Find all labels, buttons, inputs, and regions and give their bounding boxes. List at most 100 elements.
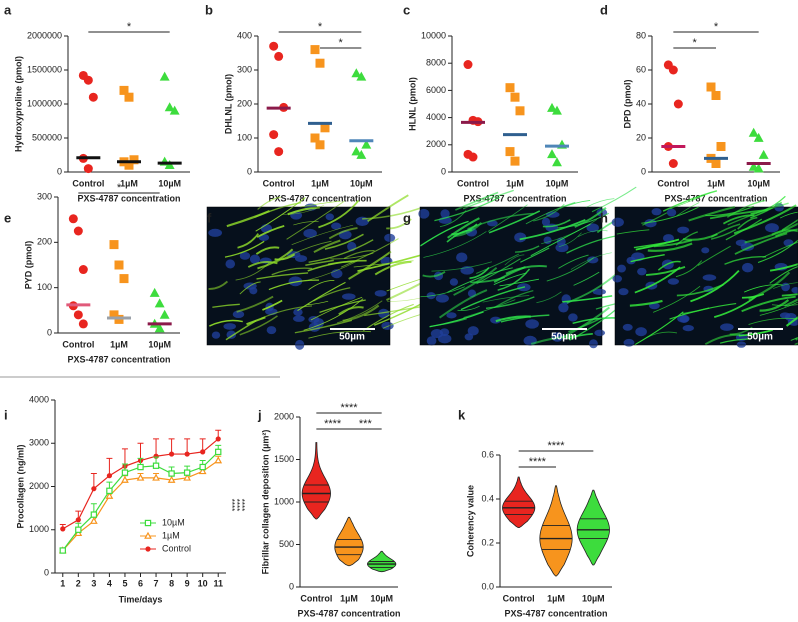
- x-tick-label: Control: [657, 178, 689, 188]
- nucleus: [464, 333, 474, 341]
- y-tick-label: 0: [247, 166, 252, 176]
- marker: [510, 156, 520, 166]
- fiber: [499, 278, 540, 287]
- marker: [75, 526, 82, 533]
- fiber: [573, 271, 600, 286]
- nucleus: [667, 278, 680, 285]
- marker: [215, 436, 221, 442]
- y-tick-label: 10000: [421, 30, 446, 40]
- y-tick-label: 100: [237, 132, 252, 142]
- marker: [168, 451, 175, 457]
- fiber: [635, 238, 680, 251]
- significance-label: *: [117, 182, 122, 194]
- marker: [716, 142, 726, 151]
- marker: [59, 547, 66, 554]
- fiber: [705, 205, 755, 217]
- fiber: [286, 200, 345, 240]
- fiber: [704, 333, 741, 346]
- nucleus: [449, 278, 459, 286]
- y-tick-label: 0: [44, 567, 49, 577]
- y-tick-label: 1500000: [27, 64, 62, 74]
- fiber: [307, 300, 329, 306]
- x-axis-label: PXS-4787 concentration: [67, 354, 170, 364]
- nucleus: [682, 324, 694, 332]
- fiber: [744, 222, 798, 244]
- fiber: [546, 257, 595, 282]
- x-tick-label: 1: [60, 578, 65, 588]
- fiber: [533, 203, 565, 222]
- nucleus: [781, 282, 790, 292]
- fiber: [542, 219, 571, 228]
- panel-label: c: [403, 2, 410, 17]
- fiber: [226, 210, 270, 228]
- y-tick-label: 500: [279, 539, 294, 549]
- significance-label: *: [318, 21, 323, 33]
- y-tick-label: 200: [37, 237, 52, 247]
- y-tick-label: 0: [289, 581, 294, 591]
- y-tick-label: 0: [641, 166, 646, 176]
- fiber: [340, 238, 399, 268]
- marker: [505, 83, 515, 93]
- marker: [274, 147, 284, 157]
- significance-label: *: [693, 37, 698, 49]
- violin-body: [334, 516, 364, 567]
- marker: [83, 164, 93, 174]
- x-tick-label: 10µM: [350, 178, 373, 188]
- marker: [315, 58, 325, 68]
- marker: [351, 146, 362, 156]
- marker: [109, 240, 119, 250]
- y-tick-label: 1000000: [27, 98, 62, 108]
- nucleus: [702, 274, 717, 281]
- fiber: [308, 280, 335, 291]
- fiber: [727, 202, 789, 226]
- nucleus: [644, 219, 657, 228]
- fiber: [568, 317, 602, 333]
- significance-label: *: [714, 21, 719, 33]
- y-axis-label: Hydroxyproline (pmol): [13, 56, 23, 152]
- x-tick-label: Control: [263, 178, 295, 188]
- fiber: [247, 261, 278, 268]
- x-tick-label: 1µM: [547, 593, 565, 603]
- fiber: [224, 240, 265, 258]
- nucleus: [446, 312, 457, 319]
- x-tick-label: 1µM: [110, 339, 128, 349]
- fiber: [500, 314, 550, 323]
- nucleus: [384, 233, 396, 242]
- marker: [144, 531, 152, 539]
- marker: [711, 91, 721, 100]
- fiber: [520, 247, 550, 263]
- marker: [753, 132, 764, 142]
- y-tick-label: 60: [636, 64, 646, 74]
- marker: [310, 133, 320, 143]
- image-background: [207, 207, 390, 345]
- fiber: [669, 303, 737, 320]
- fiber: [616, 229, 650, 235]
- fiber: [591, 186, 637, 213]
- fiber: [784, 298, 798, 307]
- fiber: [308, 239, 374, 263]
- marker: [753, 163, 764, 173]
- marker: [78, 319, 88, 329]
- marker: [124, 160, 134, 170]
- marker: [198, 467, 207, 475]
- significance-label: ****: [340, 402, 358, 414]
- marker: [310, 45, 320, 55]
- fiber: [262, 299, 283, 311]
- error-bar: [153, 438, 160, 457]
- nucleus: [622, 323, 633, 331]
- fiber: [737, 216, 758, 230]
- marker: [159, 71, 170, 81]
- fiber: [271, 267, 313, 276]
- x-axis-label: PXS-4787 concentration: [77, 193, 180, 203]
- nucleus: [587, 256, 599, 264]
- marker: [274, 51, 284, 61]
- fiber: [453, 267, 498, 296]
- micrograph: [611, 190, 798, 348]
- marker: [510, 92, 520, 102]
- marker: [73, 310, 83, 320]
- fiber: [457, 305, 480, 311]
- nucleus: [635, 327, 647, 337]
- x-tick-label: 1µM: [311, 178, 329, 188]
- marker: [673, 99, 683, 109]
- marker: [184, 451, 190, 457]
